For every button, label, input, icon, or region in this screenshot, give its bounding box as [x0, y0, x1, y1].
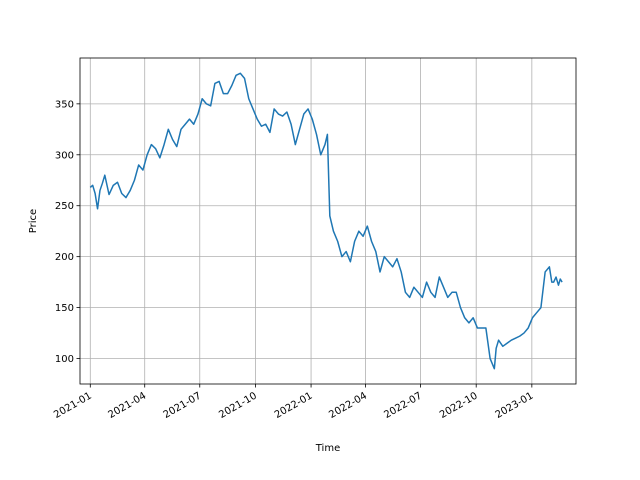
y-tick-label: 200 [55, 252, 74, 263]
x-axis-label: Time [315, 443, 340, 454]
y-tick-label: 350 [55, 99, 74, 110]
price-series-line [89, 72, 563, 370]
axes-frame [79, 57, 577, 385]
y-axis-ticks: 100 150 200 250 300 350 [55, 99, 80, 365]
y-tick-label: 150 [55, 303, 74, 314]
y-axis-label: Price [28, 209, 39, 233]
y-tick-label: 300 [55, 150, 74, 161]
plot-area [80, 58, 576, 384]
y-tick-label: 100 [55, 354, 74, 365]
y-tick-label: 250 [55, 201, 74, 212]
